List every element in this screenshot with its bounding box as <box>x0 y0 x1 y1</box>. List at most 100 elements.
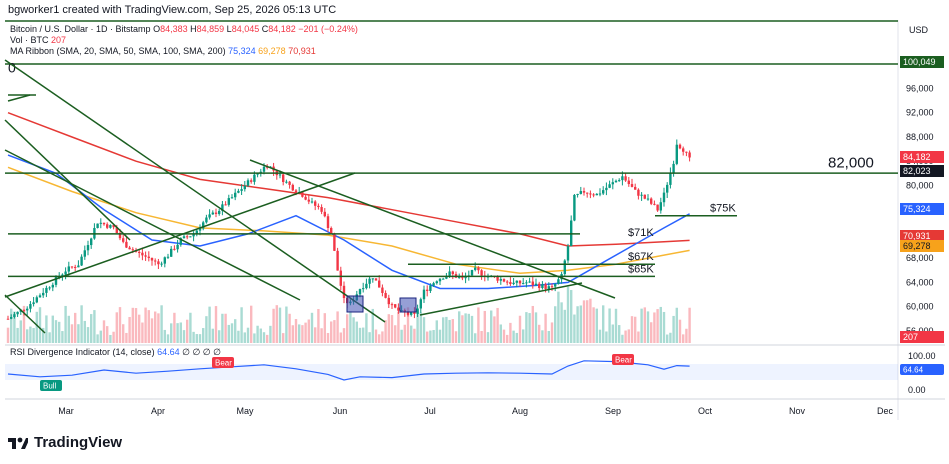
volume-bar <box>234 319 237 343</box>
candle-body <box>557 279 560 285</box>
price-annotation: $67K <box>628 251 654 263</box>
candle-body <box>38 295 42 298</box>
candle-body <box>368 278 371 284</box>
candle-body <box>333 234 336 251</box>
volume-bar <box>26 329 29 343</box>
candle-body <box>240 189 243 191</box>
price-tick-label: 60,000 <box>906 302 934 312</box>
candle-body <box>614 180 618 183</box>
volume-bar <box>605 331 608 343</box>
volume-bar <box>195 334 198 343</box>
volume-bar <box>58 321 61 343</box>
candle-body <box>285 181 288 183</box>
vol-label[interactable]: Vol · BTC <box>10 35 49 45</box>
volume-bar <box>682 334 685 343</box>
candle-body <box>314 201 317 206</box>
volume-bar <box>141 322 144 343</box>
candle-body <box>445 275 448 279</box>
candle-body <box>195 230 198 235</box>
volume-bar <box>454 331 458 343</box>
volume-bar <box>288 313 291 343</box>
volume-bar <box>35 311 38 343</box>
volume-bar <box>246 327 250 343</box>
volume-bar <box>566 286 570 343</box>
tradingview-logo-icon <box>8 437 28 449</box>
candle-body <box>22 309 26 311</box>
candle-body <box>278 174 282 176</box>
volume-bar <box>304 322 307 343</box>
volume-bar <box>486 332 490 343</box>
candle-body <box>202 222 205 229</box>
volume-bar <box>112 331 115 343</box>
candle-body <box>458 277 461 279</box>
volume-bars <box>6 286 691 343</box>
price-badge <box>900 203 944 215</box>
price-badge-label: 75,324 <box>903 204 931 214</box>
volume-bar <box>611 324 614 343</box>
candle-body <box>227 198 230 205</box>
candle-body <box>166 256 170 258</box>
candle-body <box>685 151 688 153</box>
volume-bar <box>54 320 58 343</box>
volume-bar <box>74 312 77 343</box>
volume-bar <box>13 311 16 343</box>
candle-body <box>250 180 253 182</box>
candles <box>6 139 691 320</box>
candle-body <box>662 192 666 203</box>
ma-value-50: 69,278 <box>258 46 286 56</box>
volume-bar <box>202 328 205 343</box>
rsi-band <box>5 364 898 380</box>
ma-ribbon <box>7 111 690 290</box>
candle-body <box>42 292 45 296</box>
volume-bar <box>678 319 682 343</box>
volume-bar <box>384 320 387 343</box>
volume-bar <box>528 313 531 343</box>
candle-body <box>342 285 346 299</box>
volume-bar <box>86 327 90 343</box>
volume-bar <box>349 311 352 343</box>
symbol-name[interactable]: Bitcoin / U.S. Dollar · 1D · Bitstamp <box>10 24 151 34</box>
price-badge <box>900 331 944 343</box>
candle-body <box>83 250 86 257</box>
volume-bar <box>22 305 26 343</box>
volume-bar <box>496 307 499 343</box>
candle-body <box>77 265 80 268</box>
volume-bar <box>218 330 221 343</box>
month-label: Oct <box>698 406 713 416</box>
price-axis: 56,00060,00064,00068,00072,00076,00080,0… <box>900 25 944 343</box>
volume-bar <box>173 312 176 343</box>
candle-body <box>253 174 256 182</box>
rsi-pane: 100.00 0.00 Bull Bear Bear 64.64 <box>5 351 944 395</box>
candle-body <box>365 283 368 289</box>
volume-bar <box>29 326 32 343</box>
volume-bar <box>653 312 656 343</box>
volume-bar <box>128 316 131 343</box>
month-label: Dec <box>877 406 894 416</box>
candle-body <box>461 277 464 279</box>
volume-bar <box>685 328 688 343</box>
volume-bar <box>435 320 438 343</box>
candle-body <box>294 190 298 193</box>
price-badge <box>900 230 944 242</box>
ma-label[interactable]: MA Ribbon (SMA, 20, SMA, 50, SMA, 100, S… <box>10 46 226 56</box>
candle-body <box>531 281 534 286</box>
rsi-label[interactable]: RSI Divergence Indicator (14, close) <box>10 347 155 357</box>
candle-body <box>118 233 122 239</box>
volume-bar <box>189 312 192 343</box>
candle-body <box>317 205 320 208</box>
chart-legend: Bitcoin / U.S. Dollar · 1D · Bitstamp O8… <box>10 24 358 57</box>
candle-body <box>534 283 538 286</box>
candle-body <box>144 255 147 257</box>
candle-body <box>198 228 202 231</box>
volume-bar <box>352 317 355 343</box>
volume-bar <box>483 310 486 343</box>
volume-bar <box>93 310 96 343</box>
volume-bar <box>186 319 189 343</box>
candle-body <box>432 283 435 286</box>
candle-body <box>611 182 614 185</box>
low-value: 84,045 <box>231 24 260 34</box>
candle-body <box>426 289 429 291</box>
candle-body <box>653 203 656 205</box>
candle-body <box>608 184 611 188</box>
volume-bar <box>387 314 390 343</box>
